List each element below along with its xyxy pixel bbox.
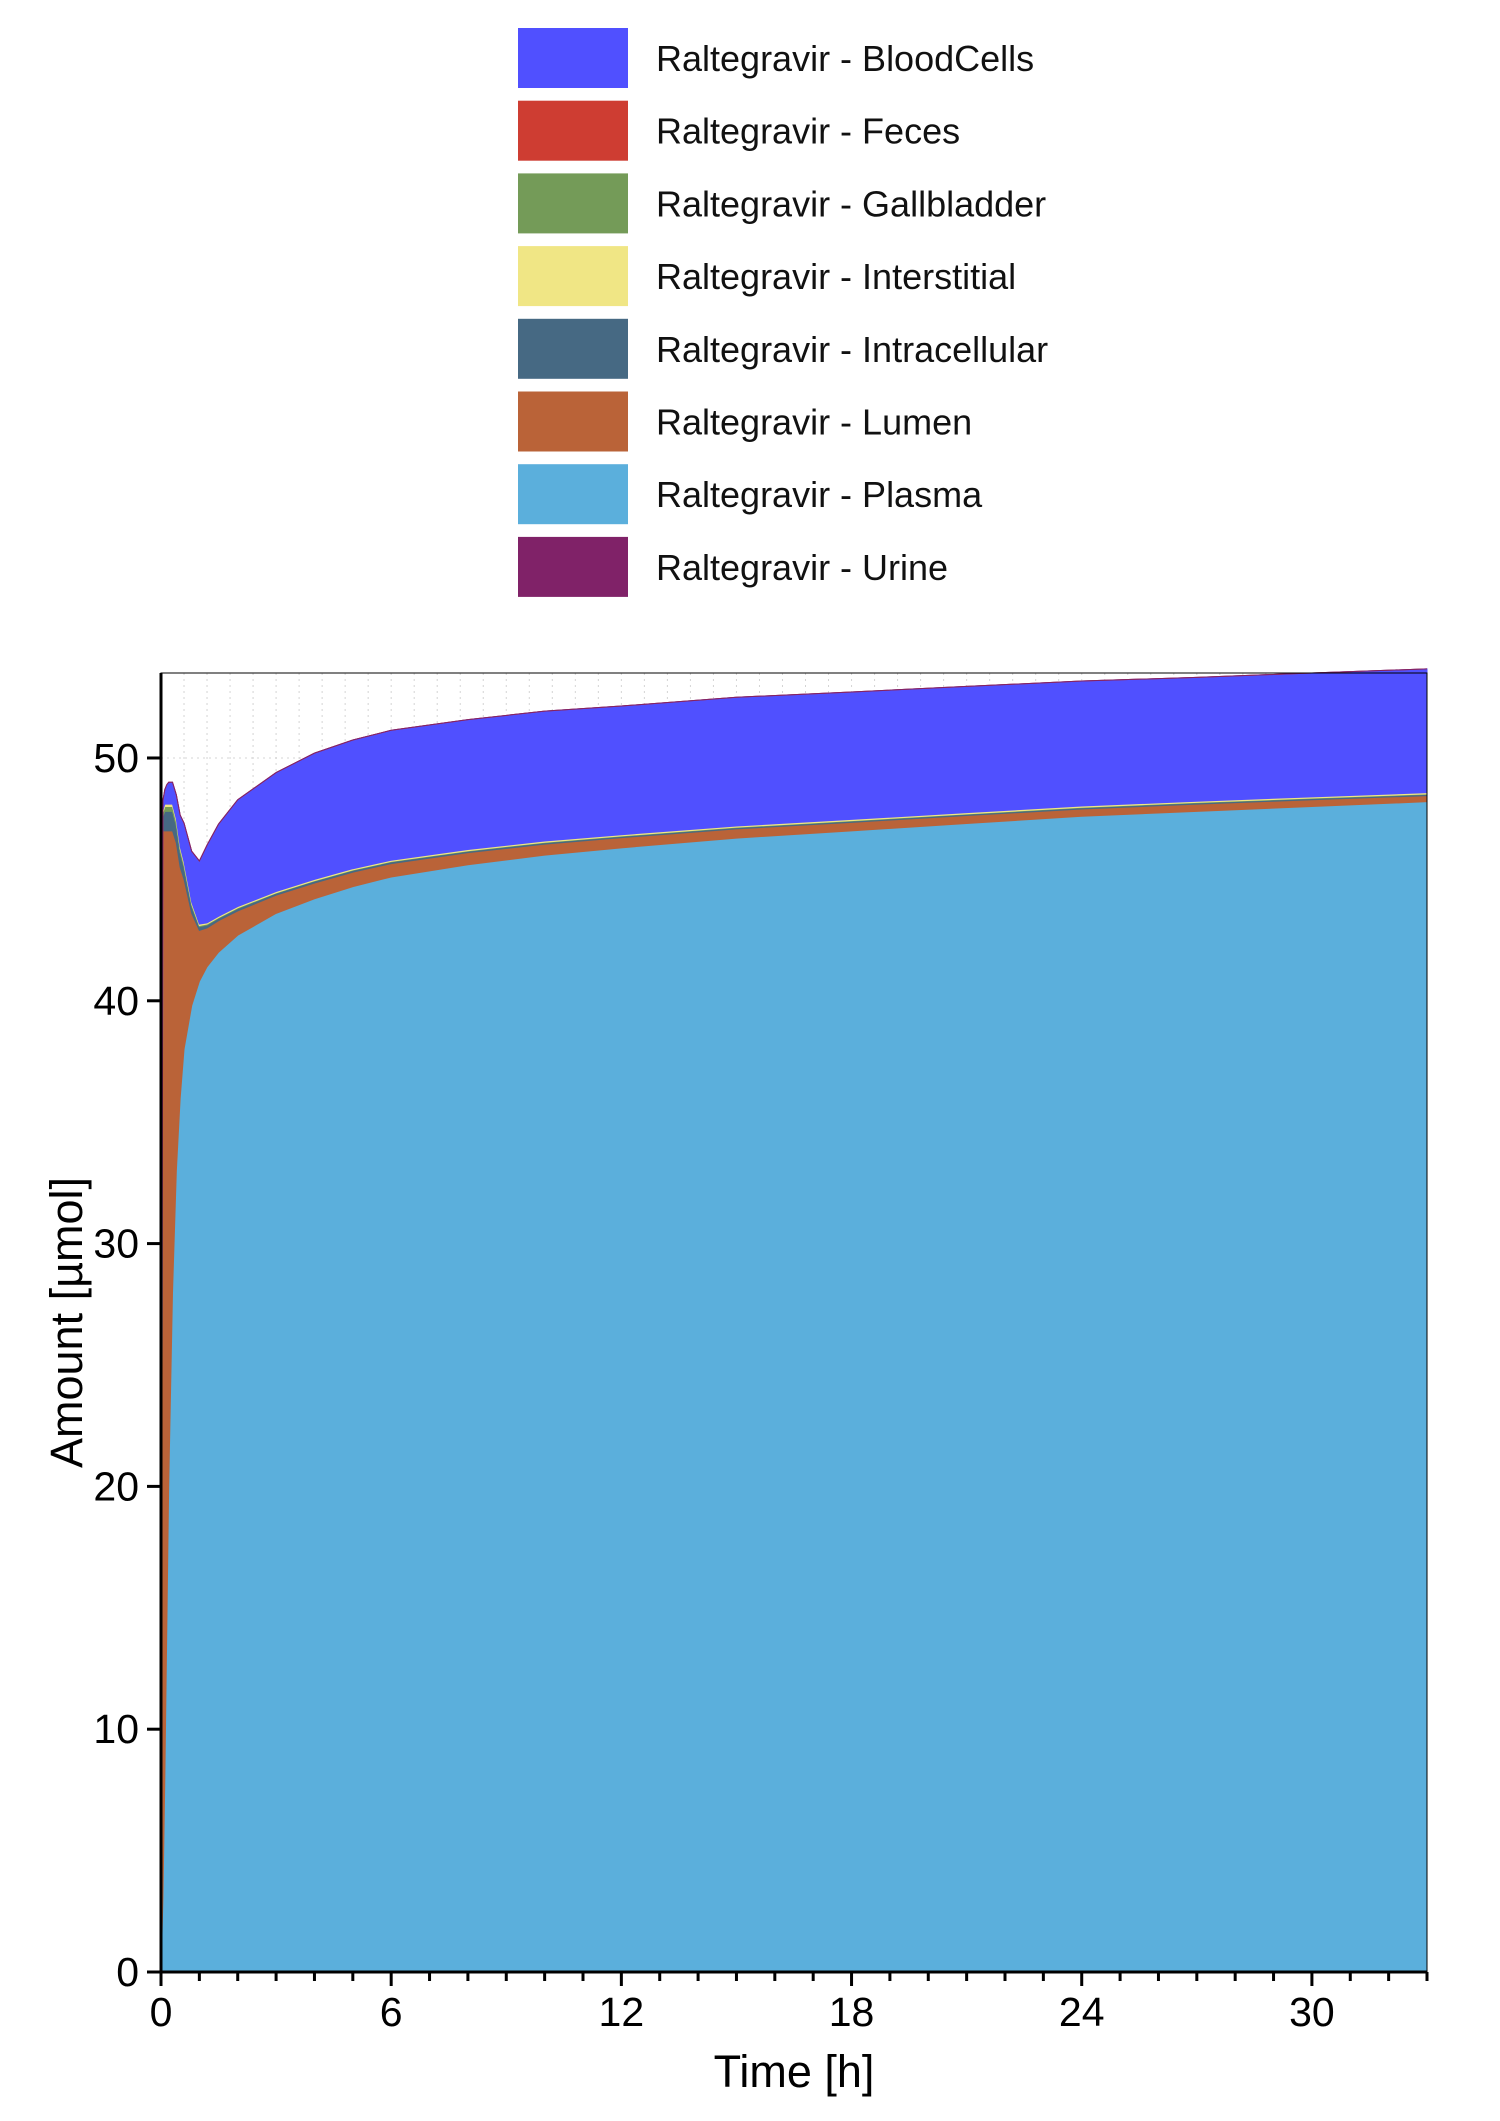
y-tick-label: 50 xyxy=(93,735,139,781)
area-series xyxy=(160,668,1428,1973)
legend-swatch-raltegravir-interstitial xyxy=(518,246,628,307)
x-tick-label: 24 xyxy=(1059,1989,1105,2035)
y-axis-title: Amount [µmol] xyxy=(41,1177,92,1468)
legend-swatch-raltegravir-gallbladder xyxy=(518,173,628,234)
legend-swatch-raltegravir-lumen xyxy=(518,391,628,452)
legend-swatch-raltegravir-urine xyxy=(518,536,628,597)
plot-area: 0 6 12 18 24 30 0 10 20 30 40 50 xyxy=(93,668,1429,2035)
legend: Raltegravir - BloodCells Raltegravir - Fe… xyxy=(518,28,1048,597)
axes: 0 6 12 18 24 30 0 10 20 30 40 50 xyxy=(93,673,1429,2035)
legend-label-raltegravir-gallbladder: Raltegravir - Gallbladder xyxy=(656,183,1046,224)
legend-swatch-raltegravir-plasma xyxy=(518,464,628,525)
legend-label-raltegravir-bloodcells: Raltegravir - BloodCells xyxy=(656,38,1034,79)
legend-swatch-raltegravir-bloodcells xyxy=(518,28,628,88)
x-tick-label: 18 xyxy=(829,1989,875,2035)
legend-label-raltegravir-lumen: Raltegravir - Lumen xyxy=(656,402,972,443)
legend-label-raltegravir-interstitial: Raltegravir - Interstitial xyxy=(656,256,1016,297)
x-tick-label: 6 xyxy=(380,1989,403,2035)
legend-label-raltegravir-urine: Raltegravir - Urine xyxy=(656,547,948,588)
legend-label-raltegravir-plasma: Raltegravir - Plasma xyxy=(656,474,983,515)
x-axis-title: Time [h] xyxy=(714,2046,875,2097)
y-tick-label: 0 xyxy=(116,1949,139,1995)
y-tick-label: 20 xyxy=(93,1463,139,1509)
legend-label-raltegravir-feces: Raltegravir - Feces xyxy=(656,111,960,152)
legend-swatch-raltegravir-intracellular xyxy=(518,318,628,379)
y-tick-label: 10 xyxy=(93,1706,139,1752)
x-tick-label: 12 xyxy=(599,1989,645,2035)
x-tick-label: 0 xyxy=(150,1989,173,2035)
x-tick-label: 30 xyxy=(1289,1989,1335,2035)
y-tick-label: 30 xyxy=(93,1221,139,1267)
legend-label-raltegravir-intracellular: Raltegravir - Intracellular xyxy=(656,329,1048,370)
area-raltegravir-plasma xyxy=(160,801,1428,1973)
legend-swatch-raltegravir-feces xyxy=(518,100,628,161)
y-tick-label: 40 xyxy=(93,978,139,1024)
